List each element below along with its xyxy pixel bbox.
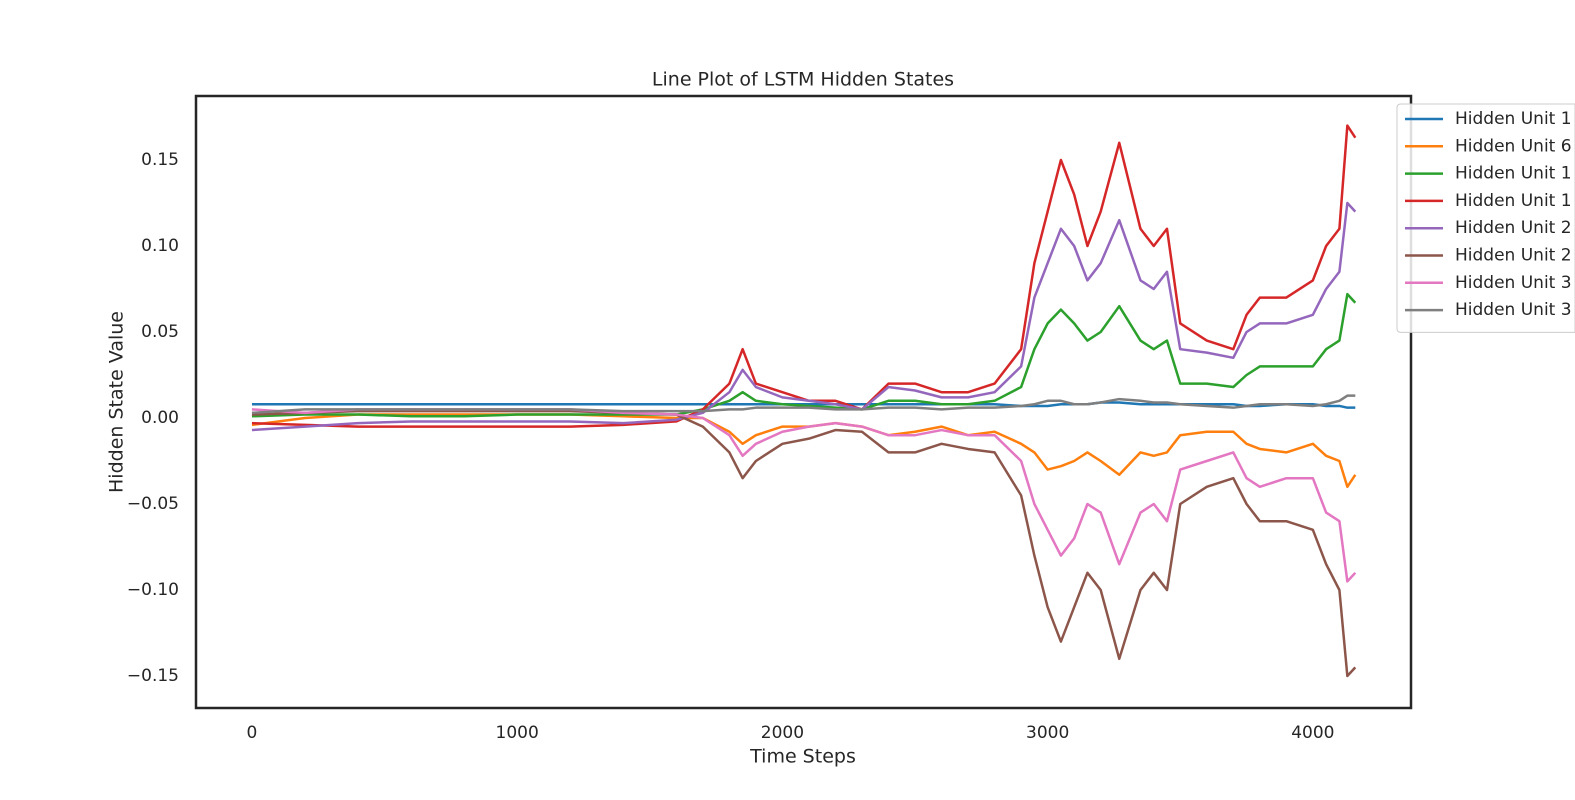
data-line (251, 394, 1356, 415)
x-tick-label: 1000 (496, 723, 539, 743)
data-line (251, 201, 1357, 432)
y-tick-label: 0.10 (141, 236, 179, 256)
x-axis-label: Time Steps (749, 746, 856, 768)
y-tick-label: 0.00 (141, 408, 179, 428)
plot-frame (194, 94, 1413, 710)
data-line (251, 408, 1357, 583)
plot-area (251, 124, 1357, 678)
legend-box (1396, 103, 1575, 333)
chart-title: Line Plot of LSTM Hidden States (652, 69, 954, 91)
legend-label: Hidden Unit 6 (1455, 136, 1572, 156)
legend-label: Hidden Unit 3 (1455, 300, 1572, 320)
legend: Hidden Unit 1 Hidden Unit 6 Hidden Unit 1 H… (1396, 103, 1575, 333)
legend-label: Hidden Unit 2 (1455, 246, 1572, 266)
data-line (251, 409, 1357, 678)
data-line (251, 292, 1357, 418)
x-tick-label: 0 (247, 723, 258, 743)
y-tick-label: 0.15 (141, 150, 179, 170)
y-tick-label: −0.15 (127, 666, 179, 686)
data-line (251, 124, 1357, 428)
legend-label: Hidden Unit 1 (1455, 109, 1572, 129)
x-tick-label: 2000 (761, 723, 804, 743)
legend-label: Hidden Unit 2 (1455, 218, 1572, 238)
data-line (251, 413, 1357, 489)
legend-label: Hidden Unit 1 (1455, 164, 1572, 184)
y-axis-label: Hidden State Value (106, 311, 128, 493)
legend-label: Hidden Unit 1 (1455, 191, 1572, 211)
y-tick-label: −0.05 (127, 494, 179, 514)
y-tick-label: −0.10 (127, 580, 179, 600)
y-tick-label: 0.05 (141, 322, 179, 342)
x-tick-label: 4000 (1291, 723, 1334, 743)
x-tick-label: 3000 (1026, 723, 1069, 743)
legend-label: Hidden Unit 3 (1455, 273, 1572, 293)
